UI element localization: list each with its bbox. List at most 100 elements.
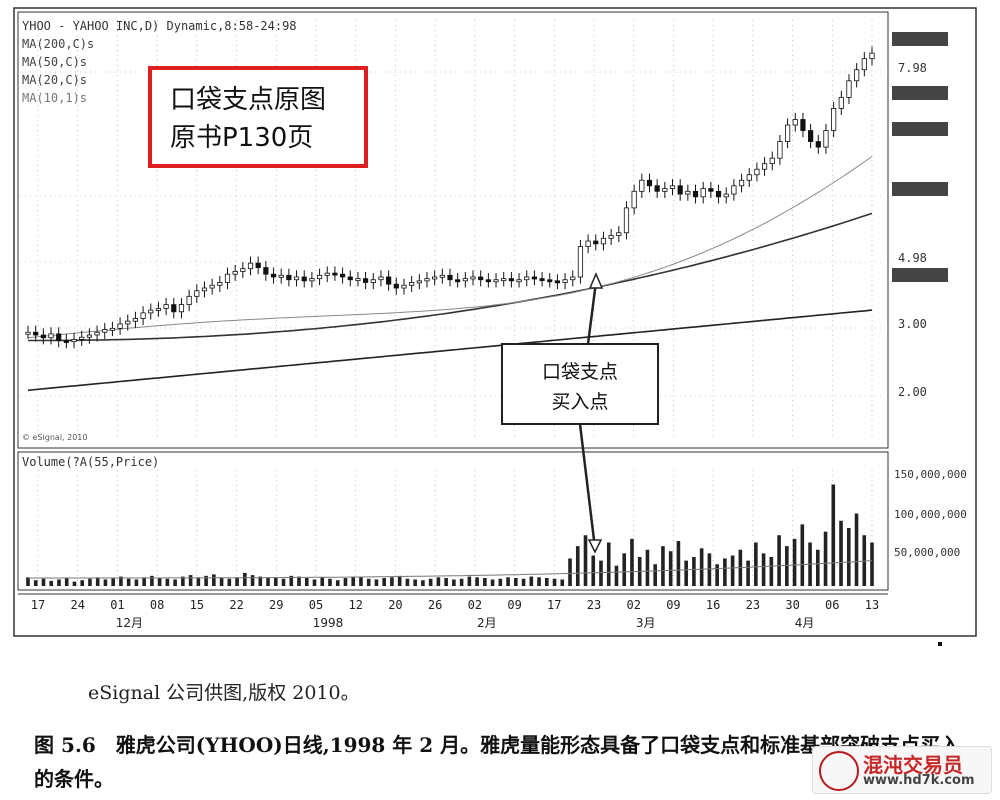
candle-body <box>692 190 699 198</box>
volume-bar <box>366 578 371 586</box>
candle-body <box>554 280 561 284</box>
x-tick-label: 15 <box>190 598 204 612</box>
volume-bar <box>568 558 572 586</box>
volume-bar <box>792 538 797 586</box>
candle-body <box>155 308 162 311</box>
candle-body <box>432 276 438 280</box>
candle-body <box>831 108 837 131</box>
candle-body <box>86 334 92 338</box>
volume-bar <box>320 577 325 586</box>
volume-bar <box>521 578 526 586</box>
x-tick-label: 26 <box>428 598 442 612</box>
volume-bar <box>730 555 735 586</box>
month-label: 2月 <box>477 616 497 630</box>
candle-body <box>715 190 722 198</box>
candle-body <box>132 318 139 322</box>
volume-label: Volume(?A(55,Price) <box>22 455 159 469</box>
ma-label-10: MA(10,1)s <box>22 91 87 105</box>
candle-body <box>439 274 445 278</box>
volume-bar <box>111 578 115 586</box>
month-label: 12月 <box>116 616 143 630</box>
top-annotation-box <box>148 66 368 168</box>
volume-bar <box>351 576 356 586</box>
candle-body <box>63 340 69 343</box>
x-tick-label: 09 <box>507 598 521 612</box>
x-tick-label: 08 <box>150 598 164 612</box>
candle-series <box>25 46 875 349</box>
candle-body <box>455 279 461 283</box>
price-tick-4: 4.98 <box>898 251 927 265</box>
candle-body <box>746 174 752 181</box>
volume-bar <box>312 579 317 586</box>
candle-body <box>777 141 783 159</box>
x-tick-label: 05 <box>309 598 323 612</box>
candle-body <box>140 312 146 319</box>
volume-bar <box>266 578 270 586</box>
candle-body <box>278 274 284 278</box>
candle-body <box>447 274 453 281</box>
volume-tick-100m: 100,000,000 <box>894 508 967 521</box>
candle-body <box>163 304 169 309</box>
volume-bar <box>165 578 170 586</box>
price-tick-2: 2.00 <box>898 385 927 399</box>
volume-bar <box>575 546 580 586</box>
candle-body <box>769 157 775 165</box>
candle-body <box>102 329 108 333</box>
candle-body <box>424 278 430 282</box>
candle-body <box>854 69 860 82</box>
candle-body <box>815 141 821 148</box>
volume-bar <box>475 577 479 586</box>
volume-bar <box>33 580 38 586</box>
volume-bar <box>304 578 309 586</box>
candle-body <box>577 246 584 278</box>
month-label: 3月 <box>636 616 656 630</box>
volume-bar <box>452 579 456 586</box>
candle-body <box>685 190 691 195</box>
candle-body <box>339 273 346 278</box>
candle-body <box>838 96 844 109</box>
candle-body <box>562 279 568 283</box>
candle-body <box>309 278 315 282</box>
candle-body <box>669 185 676 189</box>
top-annotation-line2: 原书P130页 <box>170 123 313 153</box>
volume-bar <box>289 575 294 586</box>
ma-label-50: MA(50,C)s <box>22 55 87 69</box>
candle-body <box>94 331 100 336</box>
candle-body <box>662 188 668 192</box>
candle-body <box>823 130 829 148</box>
volume-bar <box>188 575 193 586</box>
volume-bar <box>606 542 611 586</box>
candle-body <box>869 52 875 60</box>
volume-bar <box>258 576 263 586</box>
x-tick-label: 06 <box>825 598 839 612</box>
candle-body <box>416 280 422 284</box>
volume-bar <box>754 542 758 586</box>
volume-bar <box>57 579 61 586</box>
candle-body <box>316 274 323 280</box>
candle-body <box>547 279 553 283</box>
candle-body <box>792 119 798 126</box>
volume-bar <box>444 578 448 586</box>
candle-body <box>608 235 614 239</box>
candle-body <box>171 304 177 313</box>
volume-bar <box>854 513 859 586</box>
volume-bar <box>645 549 650 586</box>
volume-bar <box>514 578 518 586</box>
ma-line <box>27 309 873 392</box>
volume-bar <box>676 541 681 586</box>
x-tick-label: 16 <box>706 598 720 612</box>
candle-body <box>501 278 507 282</box>
candle-body <box>209 284 215 289</box>
volume-bar <box>397 575 402 586</box>
volume-bar <box>552 578 557 586</box>
x-tick-label: 23 <box>587 598 601 612</box>
candle-body <box>48 333 54 339</box>
volume-bar <box>823 531 828 586</box>
callout-arrow-up <box>586 281 598 345</box>
volume-bar <box>599 560 603 586</box>
volume-bar <box>537 577 541 586</box>
candle-body <box>677 185 683 195</box>
volume-bar <box>243 572 247 586</box>
candle-body <box>585 240 591 247</box>
volume-bar <box>281 578 286 586</box>
